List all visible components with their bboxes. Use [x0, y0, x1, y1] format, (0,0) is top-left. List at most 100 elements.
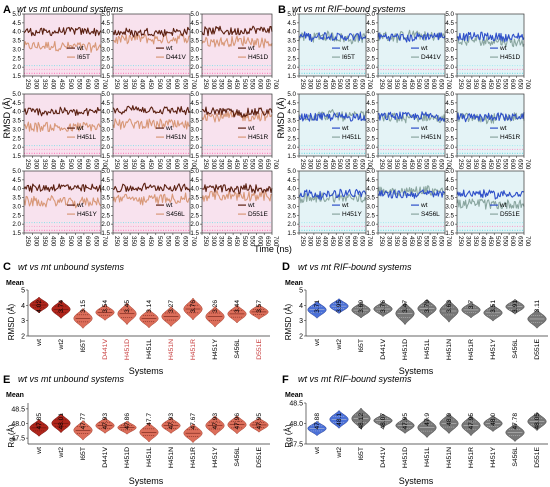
ytick-label-b-2: 2.0 — [445, 64, 454, 71]
panel-title-a: wt vs mt unbound systems — [17, 4, 124, 14]
ytick-label-b-0: 3.5 — [287, 38, 296, 45]
legend-label-mut-a-1: D441V — [166, 54, 187, 61]
ytick-label-b-2: 4.5 — [445, 20, 454, 27]
xtick-label-b-8: 450 — [487, 236, 494, 247]
line-wt-b-7 — [377, 189, 446, 199]
ytick-label-b-0: 4.5 — [287, 20, 296, 27]
xtick-label-b-5: 550 — [502, 159, 509, 170]
mean-value-d-s456l: 3.91 — [512, 300, 519, 313]
xtick-label-a-5: 500 — [241, 159, 248, 170]
line-wt-a-0 — [23, 26, 102, 37]
xtick-label-b-0: 550 — [344, 79, 351, 90]
xtick-label-a-8: 700 — [272, 236, 279, 247]
ytick-label-a-4: 2.0 — [101, 144, 110, 151]
line-wt-a-4 — [112, 105, 191, 116]
ytick-label-c: 2 — [21, 334, 25, 341]
line-wt-b-1 — [377, 32, 446, 43]
xtick-label-c-h451d: H451D — [124, 339, 131, 360]
xtick-label-a-7: 350 — [130, 236, 137, 247]
xtick-label-b-7: 400 — [400, 236, 407, 247]
xtick-label-a-3: 700 — [101, 159, 108, 170]
ytick-label-a-5: 3.5 — [190, 118, 199, 125]
xtick-label-b-5: 700 — [524, 159, 531, 170]
line-wt-a-7 — [112, 182, 191, 193]
xtick-label-b-1: 700 — [445, 79, 452, 90]
xtick-label-a-1: 450 — [147, 79, 154, 90]
mean-value-d-h451l: 3.79 — [424, 300, 431, 313]
xtick-label-d-wt: wt — [314, 339, 321, 347]
x-axis-title-f: Systems — [399, 476, 434, 486]
ytick-label-a-7: 4.5 — [101, 177, 110, 184]
mean-value-f-d441v: 48.07 — [380, 413, 387, 430]
line-mut-b-7 — [377, 185, 446, 197]
xtick-label-a-3: 250 — [24, 159, 31, 170]
line-mut-a-4 — [112, 118, 191, 130]
xtick-label-a-1: 300 — [122, 79, 129, 90]
ytick-label-a-2: 4.0 — [190, 29, 199, 36]
ytick-label-b-8: 4.5 — [445, 177, 454, 184]
xtick-label-b-5: 250 — [457, 159, 464, 170]
xtick-label-a-0: 600 — [84, 79, 91, 90]
frame-b-5 — [456, 93, 525, 157]
xtick-label-a-2: 400 — [225, 79, 232, 90]
x-axis-title-ab: Time (ns) — [254, 244, 292, 254]
legend-label-wt-a-6: wt — [76, 202, 84, 209]
ytick-label-b-4: 2.0 — [366, 144, 375, 151]
ytick-label-a-7: 3.5 — [101, 195, 110, 202]
xtick-label-b-8: 550 — [502, 236, 509, 247]
line-mut-a-6 — [23, 195, 102, 209]
ytick-label-b-8: 3.5 — [445, 195, 454, 202]
ytick-label-a-6: 1.5 — [12, 230, 21, 237]
ytick-label-e: 47.5 — [11, 436, 25, 443]
mean-value-f-h451y: 48.0 — [490, 413, 497, 426]
xtick-label-b-7: 600 — [430, 236, 437, 247]
xtick-label-b-0: 250 — [299, 79, 306, 90]
legend-label-wt-b-8: wt — [499, 202, 507, 209]
xtick-label-f-i65t: I65T — [358, 447, 365, 461]
xtick-label-b-2: 400 — [479, 79, 486, 90]
ytick-label-b-5: 4.5 — [445, 100, 454, 107]
xtick-label-a-0: 300 — [33, 79, 40, 90]
xtick-label-a-4: 300 — [122, 159, 129, 170]
xtick-label-b-1: 500 — [415, 79, 422, 90]
mean-value-e-h451n: 47.93 — [168, 413, 175, 430]
plot-area-a-5 — [202, 94, 272, 156]
frame-b-7 — [377, 170, 446, 234]
mean-value-c-s456l: 3.44 — [234, 300, 241, 313]
ytick-label-a-8: 2.0 — [190, 221, 199, 228]
xtick-label-a-7: 550 — [164, 236, 171, 247]
xtick-label-b-8: 500 — [494, 236, 501, 247]
xtick-label-b-3: 700 — [366, 159, 373, 170]
ytick-label-b-1: 4.0 — [366, 29, 375, 36]
mean-value-d-h451d: 3.47 — [402, 300, 409, 313]
mean-value-c-h451n: 3.27 — [168, 300, 175, 313]
ytick-label-b-5: 3.5 — [445, 118, 454, 125]
ytick-label-a-1: 4.0 — [101, 29, 110, 36]
xtick-label-f-s456l: S456L — [512, 447, 519, 467]
xtick-label-a-7: 450 — [147, 236, 154, 247]
ytick-label-b-8: 4.0 — [445, 186, 454, 193]
xtick-label-c-h451r: H451R — [190, 339, 197, 360]
xtick-label-b-1: 550 — [423, 79, 430, 90]
xtick-label-a-0: 500 — [67, 79, 74, 90]
xtick-label-b-4: 550 — [423, 159, 430, 170]
xtick-label-b-6: 500 — [336, 236, 343, 247]
line-mut-b-4 — [377, 111, 446, 124]
frame-b-1 — [377, 13, 446, 77]
ytick-label-b-4: 2.5 — [366, 135, 375, 142]
frame-a-3 — [23, 93, 102, 157]
ytick-label-b-7: 1.5 — [366, 230, 375, 237]
mean-value-f-d551e: 48.05 — [534, 413, 541, 430]
xtick-label-b-3: 600 — [351, 159, 358, 170]
y-axis-title-d: RMSD (Å) — [284, 303, 293, 340]
xtick-label-b-7: 700 — [445, 236, 452, 247]
legend-label-mut-b-2: H451D — [500, 54, 521, 61]
xtick-label-a-4: 500 — [156, 159, 163, 170]
xtick-label-c-d551e: D551E — [256, 339, 263, 360]
ytick-label-b-3: 2.5 — [287, 135, 296, 142]
xtick-label-a-0: 700 — [101, 79, 108, 90]
xtick-label-b-7: 450 — [408, 236, 415, 247]
xtick-label-b-3: 650 — [359, 159, 366, 170]
ytick-label-a-6: 4.0 — [12, 186, 21, 193]
xtick-label-b-4: 400 — [400, 159, 407, 170]
